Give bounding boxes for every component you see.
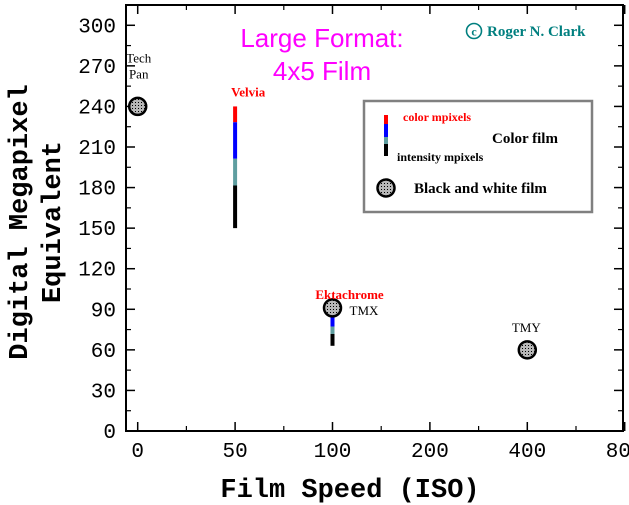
y-tick-label: 300 bbox=[78, 16, 116, 39]
bw-film-points bbox=[127, 96, 538, 360]
y-tick-label: 210 bbox=[78, 138, 116, 161]
y-tick-label: 30 bbox=[91, 381, 116, 404]
bw-film-label: Tech bbox=[126, 50, 152, 65]
y-axis-title-line1: Digital Megapixel bbox=[6, 84, 36, 359]
legend-intensity-label: intensity mpixels bbox=[397, 150, 484, 164]
legend-color-mpixels-label: color mpixels bbox=[403, 110, 471, 124]
y-tick-label: 270 bbox=[78, 57, 116, 80]
legend-color-film-label: Color film bbox=[492, 131, 558, 147]
legend-bw-marker bbox=[376, 178, 396, 198]
y-tick-label: 0 bbox=[103, 422, 116, 445]
legend-box bbox=[362, 99, 594, 214]
bw-film-label: TMX bbox=[350, 303, 380, 318]
y-tick-label: 120 bbox=[78, 260, 116, 283]
x-tick-label: 100 bbox=[314, 441, 352, 464]
color-film-bars bbox=[233, 106, 335, 346]
x-axis-ticks: 05010020040080016003200 bbox=[131, 5, 629, 464]
y-tick-label: 90 bbox=[91, 300, 116, 323]
legend: color mpixels Color film intensity mpixe… bbox=[362, 99, 594, 214]
x-tick-label: 0 bbox=[131, 441, 144, 464]
y-tick-label: 60 bbox=[91, 341, 116, 364]
x-axis-title: Film Speed (ISO) bbox=[220, 476, 479, 505]
y-tick-label: 240 bbox=[78, 97, 116, 120]
x-tick-label: 50 bbox=[222, 441, 247, 464]
copyright-notice: c Roger N. Clark bbox=[465, 22, 586, 40]
legend-bw-label: Black and white film bbox=[414, 181, 547, 197]
y-tick-label: 150 bbox=[78, 219, 116, 242]
y-axis-ticks: 0 30 60 90 120 150 180 210 240 270 300 bbox=[78, 16, 623, 445]
bw-film-label-line2: Pan bbox=[129, 66, 149, 81]
bw-film-point bbox=[322, 298, 343, 318]
color-film-label: Velvia bbox=[231, 84, 266, 99]
color-film-label: Ektachrome bbox=[315, 287, 384, 302]
bw-film-point bbox=[127, 96, 148, 117]
copyright-icon bbox=[465, 22, 483, 40]
bw-film-point bbox=[517, 340, 538, 360]
x-tick-label: 200 bbox=[411, 441, 449, 464]
plot-frame bbox=[125, 4, 624, 432]
y-axis-title-line2: Equivalent bbox=[39, 141, 69, 303]
copyright-symbol-letter: c bbox=[471, 25, 477, 39]
chart-subtitle: 4x5 Film bbox=[273, 56, 371, 86]
x-tick-label: 800 bbox=[606, 441, 629, 464]
y-tick-label: 180 bbox=[78, 179, 116, 202]
bw-film-label: TMY bbox=[512, 320, 542, 335]
chart-title: Large Format: bbox=[240, 23, 403, 53]
x-tick-label: 400 bbox=[508, 441, 546, 464]
copyright-author: Roger N. Clark bbox=[487, 24, 586, 40]
